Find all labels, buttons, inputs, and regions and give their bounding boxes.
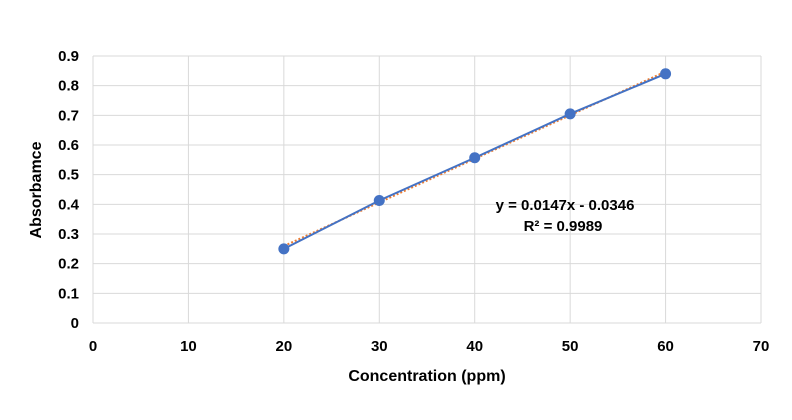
y-tick-label: 0.9 bbox=[58, 48, 79, 65]
data-point bbox=[564, 108, 576, 120]
r-squared-label: R² = 0.9989 bbox=[524, 218, 603, 235]
y-tick-label: 0.3 bbox=[58, 226, 79, 243]
data-series bbox=[278, 68, 672, 255]
trendline-equation: y = 0.0147x - 0.0346 bbox=[496, 197, 635, 214]
x-tick-label: 50 bbox=[562, 338, 579, 355]
x-tick-label: 30 bbox=[371, 338, 388, 355]
y-tick-label: 0.6 bbox=[58, 137, 79, 154]
x-tick-labels: 0 10 20 30 40 50 60 70 bbox=[89, 338, 770, 355]
y-tick-label: 0.7 bbox=[58, 107, 79, 124]
grid-lines bbox=[92, 55, 762, 324]
y-tick-labels: 0 0.1 0.2 0.3 0.4 0.5 0.6 0.7 0.8 0.9 bbox=[58, 48, 80, 332]
y-tick-label: 0.4 bbox=[58, 196, 80, 213]
x-tick-label: 70 bbox=[753, 338, 770, 355]
data-point bbox=[278, 243, 290, 255]
y-tick-label: 0.1 bbox=[58, 285, 79, 302]
data-point bbox=[660, 68, 672, 80]
x-tick-label: 60 bbox=[657, 338, 674, 355]
y-tick-label: 0.2 bbox=[58, 256, 79, 273]
y-tick-label: 0.5 bbox=[58, 167, 79, 184]
data-point bbox=[469, 152, 481, 164]
x-tick-label: 0 bbox=[89, 338, 97, 355]
y-tick-label: 0.8 bbox=[58, 78, 79, 95]
x-tick-label: 20 bbox=[276, 338, 293, 355]
x-tick-label: 10 bbox=[180, 338, 197, 355]
data-point bbox=[373, 194, 385, 206]
x-axis-title: Concentration (ppm) bbox=[348, 368, 505, 385]
y-tick-label: 0 bbox=[71, 315, 79, 332]
x-tick-label: 40 bbox=[466, 338, 483, 355]
y-axis-title: Absorbamce bbox=[28, 141, 45, 238]
